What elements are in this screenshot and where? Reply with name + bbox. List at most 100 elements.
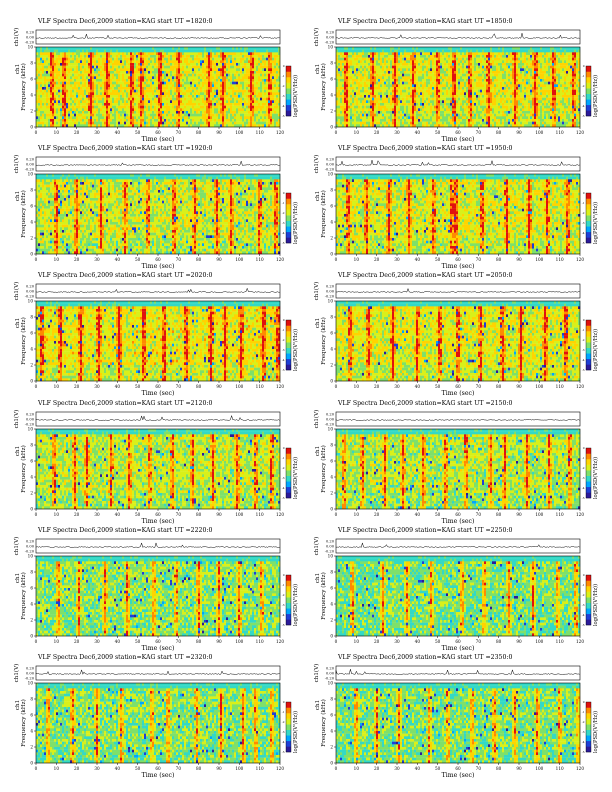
x-tick-label: 110 [556,766,564,771]
colorbar-tick-label: -3 [282,730,285,734]
x-tick-label: 110 [556,384,564,389]
colorbar-segment [286,608,291,615]
colorbar-segment [286,602,291,609]
colorbar-segment [586,237,591,244]
colorbar-segment [286,66,291,72]
y-axis-label: Frequency (kHz) [320,445,327,493]
x-tick-label: 90 [516,257,522,262]
y-tick-label: 2 [30,363,33,368]
colorbar-segment [586,729,591,736]
colorbar-tick-label: -5 [582,114,585,118]
colorbar-segment [586,320,591,326]
y-tick-label: 2 [30,618,33,623]
colorbar-segment [586,619,591,626]
colorbar-tick-label: -1 [582,456,585,460]
x-tick-label: 40 [115,639,121,644]
spectrogram-panel: VLF Spectra Dec6,2009 station=KAG start … [8,143,303,273]
channel-label: ch1 [15,64,21,74]
x-tick-label: 30 [394,766,400,771]
x-tick-label: 0 [335,384,338,389]
y-tick-label: 4 [330,220,333,225]
x-tick-label: 100 [535,384,543,389]
x-tick-label: 120 [276,639,284,644]
colorbar-segment [586,88,591,94]
waveform-tick-label: -0.20 [25,168,35,172]
x-tick-label: 70 [476,639,482,644]
y-tick-label: 4 [30,602,33,607]
colorbar-segment [586,82,591,89]
colorbar-tick-label: -1 [582,201,585,205]
waveform-frame [35,411,281,427]
chart-title: VLF Spectra Dec6,2009 station=KAG start … [337,400,513,407]
spectrogram-svg: VLF Spectra Dec6,2009 station=KAG start … [13,145,299,270]
y-tick-label: 8 [30,697,33,702]
waveform-tick-label: 0.20 [26,158,35,162]
colorbar-segment [586,724,591,730]
x-tick-label: 80 [496,512,502,517]
colorbar-segment [286,71,291,78]
y-tick-label: 10 [28,172,34,177]
colorbar-segment [586,740,591,747]
colorbar-segment [286,729,291,736]
chart-title: VLF Spectra Dec6,2009 station=KAG start … [337,18,513,25]
colorbar-segment [286,193,291,199]
x-tick-label: 50 [135,639,141,644]
colorbar-segment [586,220,591,227]
waveform-line [35,669,280,675]
colorbar-segment [286,347,291,354]
waveform-tick-label: -0.20 [25,295,35,299]
colorbar-segment [586,364,591,371]
colorbar-label: log(PSD(V²/Hz)) [592,202,599,244]
waveform-tick-label: 0.00 [26,36,35,40]
colorbar-segment [586,586,591,592]
x-tick-label: 60 [155,384,161,389]
spectrogram-svg: VLF Spectra Dec6,2009 station=KAG start … [313,654,599,779]
colorbar-segment [586,71,591,78]
colorbar-label: log(PSD(V²/Hz)) [592,329,599,371]
colorbar-tick-label: -4 [282,104,285,108]
x-tick-label: 60 [155,130,161,135]
colorbar-frame [585,192,592,244]
x-tick-label: 90 [216,639,222,644]
waveform-tick-label: 0.00 [326,545,335,549]
x-tick-label: 70 [176,384,182,389]
waveform-line [335,419,580,421]
x-tick-label: 110 [556,639,564,644]
colorbar-segment [586,198,591,205]
x-axis-label: Time (sec) [442,772,475,779]
colorbar-segment [286,110,291,117]
colorbar-segment [286,586,291,592]
y-axis-label: Frequency (kHz) [20,572,27,620]
x-tick-label: 0 [335,512,338,517]
x-tick-label: 0 [335,639,338,644]
x-tick-label: 10 [54,384,60,389]
colorbar-segment [586,591,591,598]
colorbar-segment [286,707,291,714]
colorbar-label: log(PSD(V²/Hz)) [592,711,599,753]
spectrogram-cells [336,301,581,382]
colorbar-tick-label: 0 [583,700,585,704]
x-tick-label: 20 [74,512,80,517]
colorbar-segment [286,702,291,708]
y-tick-label: 0 [30,761,33,766]
x-tick-label: 110 [256,766,264,771]
waveform-tick-label: 0.00 [26,290,35,294]
colorbar-segment [586,746,591,753]
channel-label: ch1 [15,318,21,328]
x-tick-label: 30 [94,384,100,389]
waveform-ylabel: ch1(V) [13,155,20,174]
spectrogram-panel: VLF Spectra Dec6,2009 station=KAG start … [8,16,303,146]
channel-label: ch1 [315,64,321,74]
colorbar-segment [286,619,291,626]
spectrogram-panel: VLF Spectra Dec6,2009 station=KAG start … [308,398,603,528]
colorbar-segment [286,215,291,221]
x-tick-label: 30 [94,639,100,644]
y-axis-label: Frequency (kHz) [320,572,327,620]
waveform-ylabel: ch1(V) [13,537,20,556]
y-tick-label: 4 [330,475,333,480]
colorbar-tick-label: 0 [283,700,285,704]
y-tick-label: 4 [30,475,33,480]
x-tick-label: 90 [516,512,522,517]
x-tick-label: 60 [455,257,461,262]
colorbar-tick-label: 0 [283,191,285,195]
